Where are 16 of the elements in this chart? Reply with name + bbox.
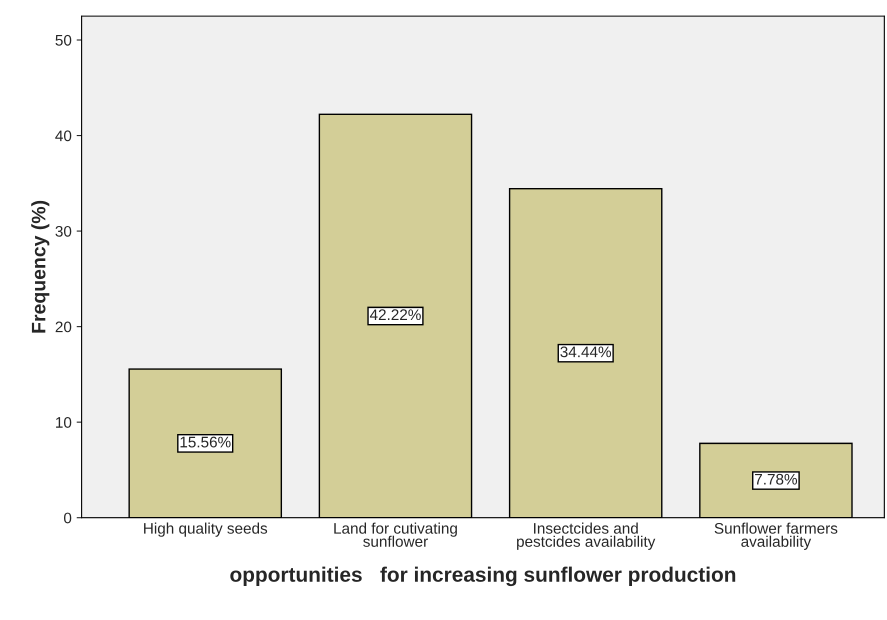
data-label: 42.22%	[370, 309, 421, 320]
y-tick-label: 0	[64, 512, 72, 524]
x-tick-label: High quality seeds	[144, 522, 268, 537]
y-tick-label: 40	[55, 130, 72, 142]
data-label: 7.78%	[755, 474, 798, 485]
data-label: 34.44%	[560, 346, 612, 358]
data-label: 15.56%	[180, 436, 231, 448]
y-tick-label: 50	[56, 34, 72, 46]
y-tick-label: 20	[56, 321, 72, 332]
x-axis-title: opportunities for increasing sunflower production	[230, 566, 736, 586]
x-tick-label: Sunflower farmers availability	[714, 522, 838, 550]
y-axis-title: Frequency (%)	[31, 200, 50, 333]
x-tick-label: Land for cutivating sunflower	[334, 522, 457, 547]
x-tick-label: Insectcides and pestcides availability	[517, 522, 656, 550]
y-tick-label: 10	[56, 417, 72, 428]
y-tick-label: 30	[55, 226, 72, 237]
